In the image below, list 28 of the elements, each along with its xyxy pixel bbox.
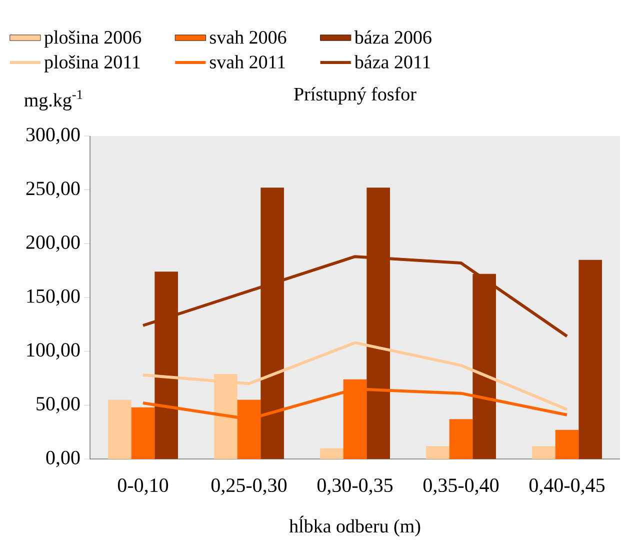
bar: [449, 419, 473, 459]
bar: [555, 430, 579, 459]
y-axis-title: mg.kg$^{-1}$: [24, 90, 82, 110]
x-axis-title: hĺbka odberu (m): [289, 516, 420, 536]
legend-label: svah 2011: [210, 55, 285, 68]
y-tick-label: 300,00: [26, 128, 80, 144]
x-tick-label: 0,30-0,35: [317, 478, 393, 495]
legend-label: plošina 2006: [44, 30, 142, 48]
bar: [108, 400, 132, 459]
y-tick-label: 250,00: [26, 182, 80, 198]
bar: [532, 446, 556, 459]
x-tick-label: 0,40-0,45: [529, 478, 605, 495]
bar: [578, 260, 602, 459]
legend-label: báza 2011: [354, 55, 430, 68]
x-tick-label: 0,25-0,30: [211, 478, 287, 495]
legend-label: plošina 2011: [44, 55, 140, 72]
x-tick-label: 0,35-0,40: [423, 478, 499, 495]
bar: [320, 448, 344, 459]
y-tick-label: 0,00: [46, 450, 80, 468]
legend-label: svah 2006: [210, 30, 286, 44]
bar: [426, 446, 450, 459]
x-tick-label: 0-0,10: [118, 478, 168, 495]
y-tick-label: 50,00: [36, 396, 80, 414]
legend-label: báza 2006: [354, 30, 432, 44]
chart-title: Prístupný fosfor: [294, 87, 416, 104]
y-tick-label: 100,00: [27, 343, 80, 360]
y-tick-label: 150,00: [27, 289, 80, 306]
y-tick-label: 200,00: [26, 235, 80, 252]
